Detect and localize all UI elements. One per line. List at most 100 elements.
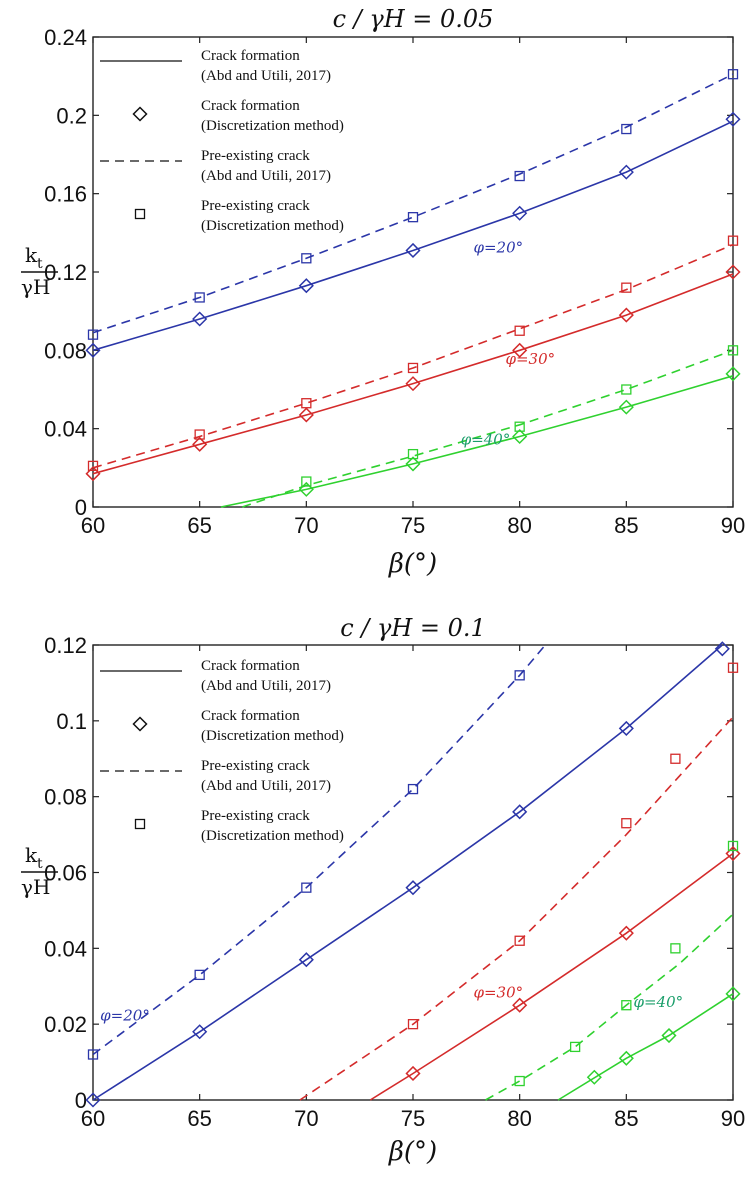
pre-existing-crack-point xyxy=(407,212,419,223)
x-tick-label: 70 xyxy=(294,1106,318,1131)
legend-label: Crack formation xyxy=(201,658,300,674)
pre-existing-crack-point xyxy=(87,460,99,472)
crack-formation-point xyxy=(618,307,634,323)
crack-formation-point xyxy=(661,1027,677,1044)
pre-existing-crack-line xyxy=(92,73,734,334)
y-tick-label: 0.2 xyxy=(56,103,87,128)
legend-label: Crack formation xyxy=(201,48,300,64)
pre-existing-crack-point xyxy=(727,840,739,852)
chart-title: c / γH = 0.1 xyxy=(340,614,486,642)
legend-label-source: (Discretization method) xyxy=(201,118,344,134)
crack-formation-line xyxy=(369,852,734,1101)
crack-formation-line xyxy=(92,644,723,1101)
x-axis-label: β(°) xyxy=(388,1137,437,1167)
pre-existing-crack-point xyxy=(87,329,99,340)
crack-formation-point xyxy=(298,952,314,968)
x-tick-label: 60 xyxy=(81,1106,105,1131)
pre-existing-crack-point xyxy=(514,421,525,432)
crack-formation-point xyxy=(298,481,314,497)
pre-existing-crack-point xyxy=(194,969,205,981)
x-tick-label: 70 xyxy=(294,513,318,538)
x-tick-label: 80 xyxy=(507,513,531,538)
series-label: φ=20° xyxy=(473,238,523,256)
pre-existing-crack-point xyxy=(727,235,739,246)
pre-existing-crack-point xyxy=(514,670,525,681)
pre-existing-crack-point xyxy=(727,69,739,80)
crack-formation-point xyxy=(192,1024,208,1040)
pre-existing-crack-point xyxy=(670,943,681,954)
legend-swatch-square xyxy=(134,208,146,220)
legend-label: Pre-existing crack xyxy=(201,148,310,164)
y-tick-label: 0.1 xyxy=(56,709,87,734)
pre-existing-crack-point xyxy=(87,1049,99,1060)
y-axis-label: k t γH xyxy=(21,243,58,299)
crack-formation-point xyxy=(298,407,314,423)
plot-area xyxy=(92,36,734,508)
crack-formation-point xyxy=(512,428,528,445)
crack-formation-point xyxy=(725,986,741,1002)
crack-formation-point xyxy=(298,278,314,294)
pre-existing-crack-point xyxy=(301,882,312,893)
crack-formation-point xyxy=(618,1050,634,1066)
crack-formation-point xyxy=(85,1092,101,1108)
crack-formation-point xyxy=(512,804,528,820)
y-tick-label: 0.06 xyxy=(44,861,87,886)
pre-existing-crack-point xyxy=(621,282,632,293)
y-tick-label: 0 xyxy=(75,1088,87,1113)
series-label: φ=30° xyxy=(505,350,555,368)
x-tick-label: 75 xyxy=(401,1106,425,1131)
pre-existing-crack-point xyxy=(301,476,312,487)
y-tick-label: 0.02 xyxy=(44,1012,87,1037)
pre-existing-crack-line xyxy=(485,913,734,1101)
y-tick-label: 0.16 xyxy=(44,182,87,207)
crack-formation-line xyxy=(92,120,734,352)
pre-existing-crack-point xyxy=(514,935,525,946)
pre-existing-crack-point xyxy=(194,429,205,440)
pre-existing-crack-point xyxy=(301,398,312,409)
crack-formation-point xyxy=(405,880,421,896)
legend-label: Crack formation xyxy=(201,708,300,724)
y-tick-label: 0.04 xyxy=(44,936,87,961)
crack-formation-line xyxy=(557,993,734,1101)
y-tick-label: 0.08 xyxy=(44,338,87,363)
pre-existing-crack-point xyxy=(621,818,632,829)
y-axis-label-subscript: t xyxy=(37,256,43,272)
y-axis-label-numerator: k xyxy=(25,243,38,267)
pre-existing-crack-point xyxy=(514,325,525,336)
series-label: φ=30° xyxy=(473,984,523,1002)
pre-existing-crack-line xyxy=(242,349,734,508)
pre-existing-crack-point xyxy=(514,170,525,182)
crack-formation-point xyxy=(405,242,421,259)
pre-existing-crack-line xyxy=(92,243,734,469)
pre-existing-crack-point xyxy=(407,362,419,374)
pre-existing-crack-point xyxy=(621,1000,632,1011)
crack-formation-line xyxy=(92,273,734,475)
x-tick-label: 65 xyxy=(187,1106,211,1131)
series-label: φ=20° xyxy=(100,1006,150,1024)
chart-title: c / γH = 0.05 xyxy=(333,5,494,33)
legend-label: Crack formation xyxy=(201,98,300,114)
legend-label-source: (Abd and Utili, 2017) xyxy=(201,778,331,794)
crack-formation-point xyxy=(192,311,208,327)
crack-formation-point xyxy=(192,436,208,452)
series: φ=20° φ=30° φ=40° xyxy=(85,641,741,1108)
y-axis-label-numerator: k xyxy=(25,843,38,867)
crack-formation-point xyxy=(618,164,634,180)
y-axis-label: k t γH xyxy=(21,843,58,899)
pre-existing-crack-point xyxy=(727,662,739,673)
pre-existing-crack-point xyxy=(670,753,681,764)
y-tick-label: 0.12 xyxy=(44,260,87,285)
y-tick-label: 0.08 xyxy=(44,785,87,810)
plot-top: c / γH = 0.05 β(°) k t γH 60 65 70 75 80 85 90… xyxy=(21,5,745,579)
crack-formation-point xyxy=(405,376,421,392)
plot-bottom: c / γH = 0.1 β(°) k t γH 60 65 70 75 80 85 90 0… xyxy=(21,614,745,1167)
crack-formation-point xyxy=(618,925,634,941)
x-tick-label: 75 xyxy=(401,513,425,538)
axes: 60 65 70 75 80 85 90 0 0.04 0.08 0.12 0.16 0.2 0.24 xyxy=(44,25,745,538)
crack-formation-point xyxy=(512,997,528,1013)
series-label: φ=40° xyxy=(633,993,683,1011)
series-label: φ=40° xyxy=(461,430,511,448)
legend-label: Pre-existing crack xyxy=(201,808,310,824)
crack-formation-point xyxy=(618,399,634,415)
